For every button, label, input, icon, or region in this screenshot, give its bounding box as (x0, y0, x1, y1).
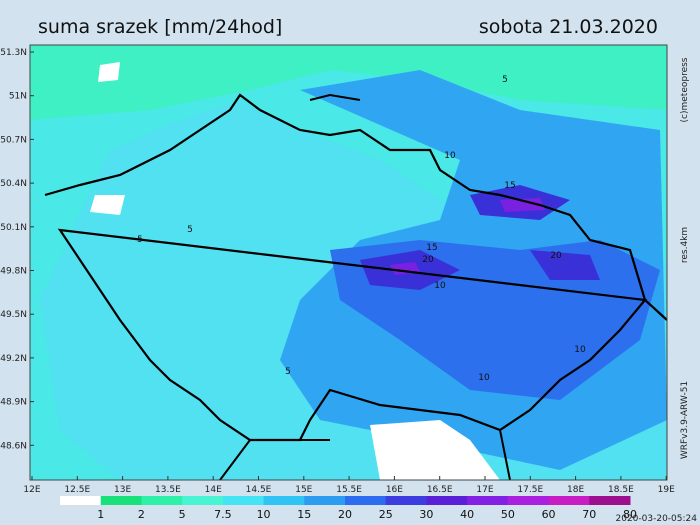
rain-25 (360, 185, 600, 290)
lon-label: 18E (567, 485, 584, 495)
lat-label: 50.7N (0, 135, 27, 145)
lon-label: 13E (114, 485, 131, 495)
rain-40 (390, 198, 545, 275)
contour-label: 5 (137, 235, 143, 245)
legend-label: 70 (582, 508, 596, 521)
contour-label: 5 (285, 367, 291, 377)
lon-label: 14E (205, 485, 222, 495)
lon-label: 16.5E (427, 485, 453, 495)
rain-none (90, 62, 500, 480)
legend-swatch (263, 496, 305, 505)
lat-label: 49.8N (0, 267, 27, 277)
map (29, 44, 668, 481)
contour-label: 15 (504, 181, 515, 191)
lat-label: 49.2N (0, 354, 27, 364)
legend-label: 5 (179, 508, 186, 521)
lat-label: 48.9N (0, 398, 27, 408)
lat-label: 50.1N (0, 223, 27, 233)
legend-swatch (507, 496, 550, 505)
lat-label: 51N (9, 92, 27, 102)
legend-label: 80 (623, 508, 637, 521)
lat-label: 49.5N (0, 310, 27, 320)
legend-label: 15 (297, 508, 311, 521)
map-frame (29, 44, 668, 481)
legend-label: 60 (542, 508, 556, 521)
legend-label: 20 (338, 508, 352, 521)
lon-label: 16E (386, 485, 403, 495)
lon-label: 18.5E (608, 485, 634, 495)
title: suma srazek [mm/24hod] (38, 16, 282, 38)
legend-label: 40 (460, 508, 474, 521)
lat-label: 51.3N (0, 48, 27, 58)
lon-label: 13.5E (155, 485, 181, 495)
resolution: res.4km (680, 227, 690, 263)
lon-label: 12.5E (64, 485, 90, 495)
lon-label: 15.5E (336, 485, 362, 495)
contour-label: 10 (574, 345, 586, 355)
legend-swatch (182, 496, 224, 505)
model: WRFv3.9-ARW-51 (680, 381, 690, 459)
contour-label: 10 (444, 151, 456, 161)
border-extra (219, 93, 511, 481)
contour-label: 20 (550, 251, 562, 261)
legend-swatch (100, 496, 142, 505)
legend-swatch (385, 496, 427, 505)
lon-label: 17.5E (517, 485, 543, 495)
legend-swatch (345, 496, 387, 505)
legend-label: 10 (257, 508, 271, 521)
timestamp: 2020-03-20-05:24 (616, 514, 698, 524)
contour-label: 15 (426, 243, 437, 253)
legend-label: 50 (501, 508, 515, 521)
lon-label: 15E (295, 485, 312, 495)
lon-label: 19E (658, 485, 675, 495)
legend-label: 2 (138, 508, 145, 521)
legend-label: 1 (97, 508, 104, 521)
legend-swatch (548, 496, 590, 505)
date: sobota 21.03.2020 (479, 16, 658, 38)
contour-label: 5 (502, 75, 508, 85)
legend-swatch (60, 496, 102, 505)
lon-label: 12E (23, 485, 40, 495)
lat-label: 50.4N (0, 179, 27, 189)
legend-label: 25 (379, 508, 393, 521)
contour-label: 20 (422, 255, 434, 265)
contour-label: 5 (187, 225, 193, 235)
legend-swatch (222, 496, 265, 505)
legend-swatch (467, 496, 509, 505)
lon-label: 17E (476, 485, 493, 495)
legend-label: 30 (419, 508, 433, 521)
copyright: (c)meteopress (680, 57, 690, 122)
legend-swatch (426, 496, 468, 505)
lat-label: 48.6N (0, 441, 27, 451)
lon-label: 14.5E (246, 485, 272, 495)
contour-label: 10 (478, 373, 490, 383)
legend-swatch (304, 496, 346, 505)
legend-label: 7.5 (214, 508, 232, 521)
legend-swatch (141, 496, 183, 505)
legend-swatch (589, 496, 631, 505)
contour-label: 10 (434, 281, 446, 291)
border (44, 93, 668, 442)
